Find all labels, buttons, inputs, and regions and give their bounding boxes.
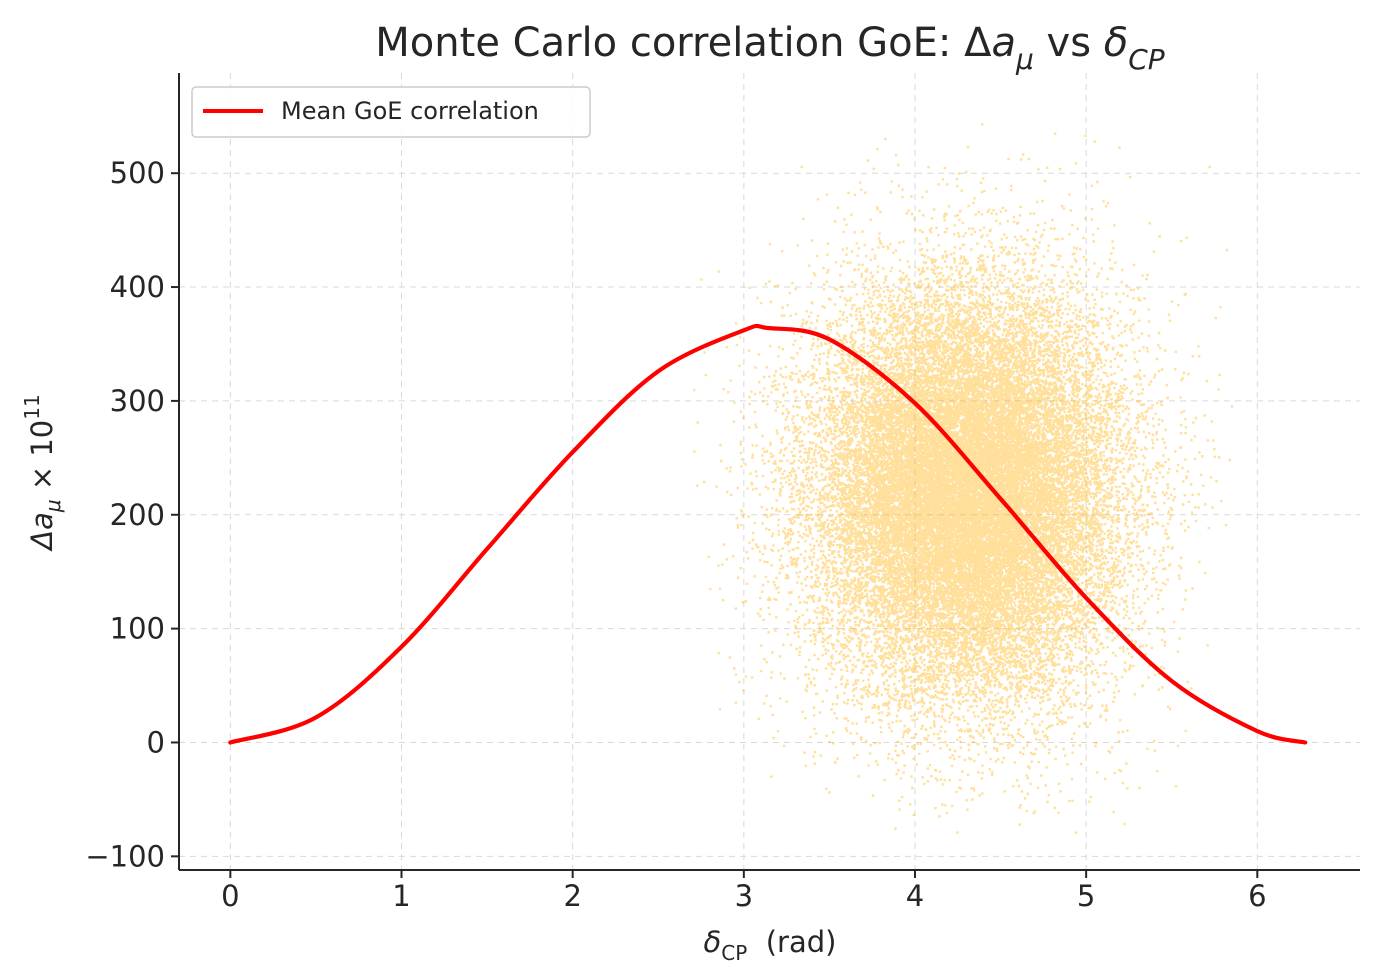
x-tick-label: 1 (392, 879, 410, 913)
legend-box (191, 86, 591, 138)
y-tick-label: 0 (147, 725, 165, 759)
y-tick-label: 200 (110, 498, 165, 532)
x-tick-label: 5 (1077, 879, 1095, 913)
x-tick-label: 4 (906, 879, 924, 913)
mean-line-layer (228, 323, 1308, 745)
x-tick-label: 3 (735, 879, 753, 913)
y-axis-ticks: −100 0 100 200 300 400 500 (85, 156, 179, 873)
y-tick-label: −100 (85, 839, 165, 873)
x-tick-label: 6 (1248, 879, 1266, 913)
x-tick-label: 2 (563, 879, 581, 913)
scatter-point-cloud (693, 123, 1234, 834)
mean-goe-correlation-line (228, 323, 1308, 745)
y-tick-label: 100 (110, 612, 165, 646)
x-axis-label: δCP (rad) (704, 925, 837, 965)
legend-label: Mean GoE correlation (281, 97, 539, 125)
y-tick-label: 400 (110, 270, 165, 304)
x-tick-label: 0 (221, 879, 239, 913)
scatter-points (693, 123, 1234, 834)
chart-title: Monte Carlo correlation GoE: Δaμ vs δCP (375, 20, 1165, 76)
y-axis-label: Δaμ × 1011 (20, 394, 65, 551)
axes (178, 73, 1360, 871)
y-tick-label: 500 (110, 156, 165, 190)
x-axis-ticks: 0 1 2 3 4 5 6 (221, 870, 1267, 913)
y-tick-label: 300 (110, 384, 165, 418)
grid (179, 73, 1360, 870)
legend: Mean GoE correlation (191, 86, 591, 138)
